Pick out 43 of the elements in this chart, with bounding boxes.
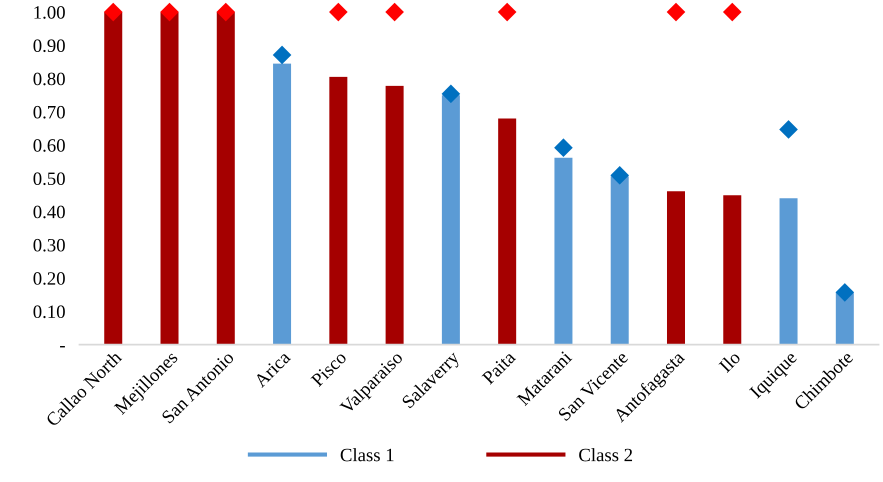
bar [554,158,572,345]
y-tick-label: 0.30 [33,238,65,252]
bar [104,12,122,345]
bar [666,191,685,345]
y-tick-label: 0.80 [33,72,65,86]
y-tick-label: 0.20 [33,272,65,285]
bar [329,76,348,345]
y-tick-label: - [60,346,65,348]
bar [498,118,516,345]
point [554,138,573,158]
point [385,2,404,22]
bar [836,293,854,345]
legend-label: Class 1 [340,448,394,462]
point [666,2,686,22]
point [836,283,854,302]
legend-label: Class 2 [579,448,632,462]
bar [160,12,179,345]
x-tick-label: Ilo [718,350,742,374]
y-tick-label: 0.60 [33,139,65,152]
bar [442,95,460,345]
point [216,2,236,22]
bar [780,198,798,345]
point [104,2,123,22]
y-tick-label: 0.70 [33,106,65,119]
x-tick-label: Paita [481,350,516,385]
point [610,166,630,185]
bar [386,86,404,345]
y-tick-label: 0.10 [33,305,65,318]
point [160,2,179,22]
point [779,120,798,139]
bar [216,12,235,345]
y-tick-label: 1.00 [34,6,65,19]
point [272,46,292,64]
y-tick-label: 0.90 [33,39,65,52]
point [498,2,516,22]
point [329,2,348,22]
point [722,2,742,22]
bar [273,64,292,345]
y-tick-label: 0.50 [33,172,65,186]
point [442,84,460,104]
bar [723,195,742,345]
y-tick-label: 0.40 [33,206,65,218]
bar [610,176,629,345]
